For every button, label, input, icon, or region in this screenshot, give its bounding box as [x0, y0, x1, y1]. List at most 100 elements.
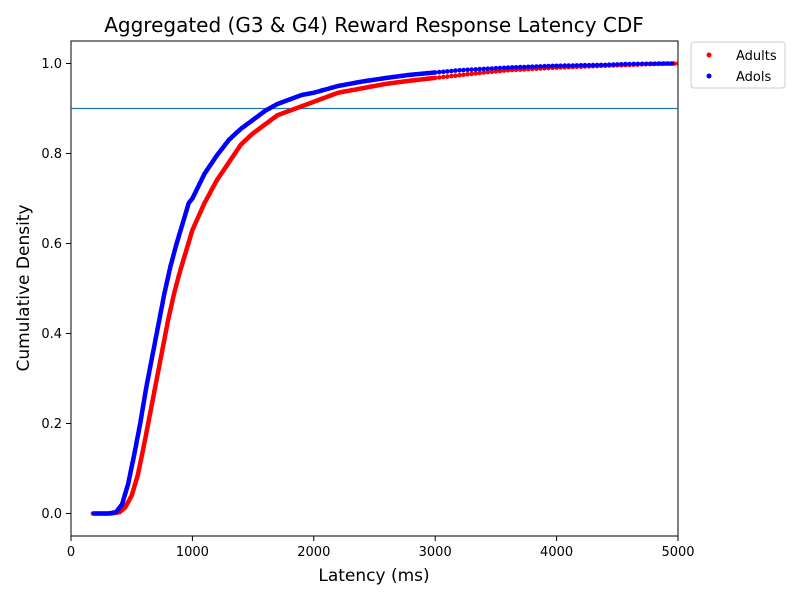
- data-point: [473, 71, 479, 76]
- data-point: [461, 72, 466, 78]
- data-point: [441, 74, 446, 80]
- data-point: [566, 63, 571, 68]
- x-tick-label: 1000: [176, 545, 209, 560]
- data-point: [445, 69, 450, 74]
- y-tick-label: 1.0: [41, 57, 62, 72]
- plot-area-frame: [70, 40, 679, 537]
- data-point: [461, 67, 466, 73]
- data-point: [517, 64, 523, 70]
- data-point: [631, 61, 636, 67]
- data-point: [489, 66, 495, 71]
- data-point: [635, 61, 641, 67]
- x-tick-label: 5000: [661, 545, 694, 560]
- y-tick-label: 0.4: [41, 327, 62, 342]
- x-tick-label: 4000: [540, 545, 573, 560]
- data-point: [669, 61, 675, 66]
- data-point: [661, 61, 666, 66]
- data-point: [505, 65, 511, 70]
- data-point: [485, 66, 491, 71]
- data-point: [648, 61, 653, 66]
- series-adols: [91, 61, 675, 516]
- data-point: [449, 68, 454, 74]
- data-point: [675, 61, 678, 66]
- data-point: [542, 63, 547, 69]
- data-point: [481, 70, 487, 75]
- data-point: [445, 74, 450, 79]
- y-tick-label: 0.6: [41, 237, 62, 252]
- data-point: [485, 69, 491, 75]
- legend-box: [690, 41, 786, 89]
- data-point: [639, 61, 645, 67]
- y-tick-label: 0.8: [41, 147, 62, 162]
- data-point: [432, 75, 438, 81]
- data-point: [526, 64, 531, 70]
- chart-title: Aggregated (G3 & G4) Reward Response Lat…: [104, 13, 644, 37]
- x-tick-label: 3000: [419, 545, 452, 560]
- data-point: [586, 62, 592, 68]
- data-point: [550, 63, 555, 69]
- data-point: [453, 68, 458, 73]
- data-point: [497, 65, 503, 71]
- data-point: [465, 67, 470, 73]
- data-point: [477, 70, 483, 76]
- y-axis-label: Cumulative Density: [14, 204, 34, 371]
- data-point: [623, 61, 628, 67]
- legend-marker-adols: [706, 73, 712, 79]
- data-point: [574, 63, 580, 68]
- legend-label-adults: Adults: [736, 49, 777, 64]
- data-point: [436, 75, 442, 80]
- y-tick-label: 0.0: [41, 507, 62, 522]
- data-point: [473, 67, 479, 72]
- data-point: [594, 62, 600, 68]
- data-point: [606, 62, 612, 67]
- x-tick-label: 0: [67, 545, 75, 560]
- data-point: [656, 61, 662, 66]
- legend-marker-adults: [706, 52, 712, 58]
- data-point: [457, 68, 462, 73]
- data-point: [554, 63, 559, 69]
- data-point: [457, 72, 462, 78]
- x-axis-label: Latency (ms): [318, 566, 429, 586]
- data-point: [615, 62, 620, 67]
- data-point: [582, 62, 588, 68]
- data-point: [465, 72, 470, 77]
- data-point: [546, 63, 551, 69]
- data-point: [501, 65, 507, 71]
- data-point: [665, 61, 670, 66]
- data-point: [538, 64, 543, 69]
- data-point: [493, 65, 499, 71]
- data-point: [477, 66, 483, 72]
- data-point: [644, 61, 649, 67]
- data-point: [453, 73, 458, 78]
- data-point: [489, 69, 495, 75]
- data-point: [652, 61, 658, 66]
- data-point: [619, 62, 624, 67]
- data-point: [611, 62, 616, 67]
- data-point: [441, 69, 446, 75]
- x-axis: 0 1000 2000 3000 4000 5000: [67, 536, 695, 560]
- data-point: [570, 63, 576, 68]
- data-point: [627, 61, 632, 67]
- x-tick-label: 2000: [297, 545, 330, 560]
- legend-label-adols: Adols: [736, 70, 771, 85]
- data-point: [530, 64, 535, 69]
- data-point: [513, 65, 519, 70]
- data-point: [509, 65, 515, 70]
- data-point: [469, 71, 474, 77]
- data-point: [469, 67, 474, 72]
- data-point: [449, 73, 454, 79]
- data-point: [562, 63, 567, 68]
- data-point: [481, 66, 487, 72]
- data-point: [436, 69, 442, 75]
- data-point: [521, 64, 527, 70]
- data-point: [598, 62, 604, 68]
- data-point: [534, 64, 539, 69]
- data-point: [590, 62, 596, 68]
- data-point: [602, 62, 608, 68]
- legend: Adults Adols: [690, 41, 786, 89]
- series-adults: [90, 61, 678, 516]
- y-axis: 0.0 0.2 0.4 0.6 0.8 1.0: [41, 57, 71, 522]
- data-point: [432, 70, 438, 75]
- data-point: [578, 63, 584, 68]
